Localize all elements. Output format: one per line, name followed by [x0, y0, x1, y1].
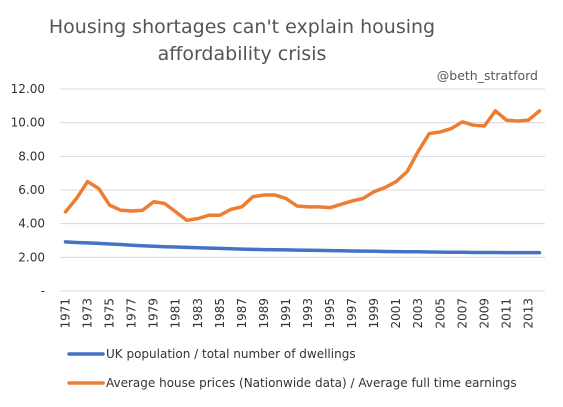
series-line-population	[63, 240, 542, 255]
x-tick-label: 1981	[169, 298, 183, 329]
x-tick-label: 1983	[191, 298, 205, 329]
x-tick-label: 1991	[279, 298, 293, 329]
x-tick-label: 2013	[521, 298, 535, 329]
x-tick-label: 1993	[301, 298, 315, 329]
x-tick-label: 2009	[477, 298, 491, 329]
legend-label-population: UK population / total number of dwelling…	[106, 347, 356, 361]
x-tick-label: 2001	[389, 298, 403, 329]
y-tick-label: 6.00	[18, 183, 45, 197]
y-tick-label: 4.00	[18, 217, 45, 231]
x-tick-label: 1995	[323, 298, 337, 329]
x-tick-label: 1999	[367, 298, 381, 329]
y-tick-label: 10.00	[11, 116, 45, 130]
y-tick-label: -	[41, 284, 45, 298]
legend-label-house-prices: Average house prices (Nationwide data) /…	[106, 376, 517, 390]
x-tick-label: 2005	[433, 298, 447, 329]
x-tick-label: 1975	[103, 298, 117, 329]
x-tick-label: 2011	[499, 298, 513, 329]
x-tick-label: 1979	[147, 298, 161, 329]
x-tick-label: 1973	[81, 298, 95, 329]
x-tick-label: 1971	[59, 298, 73, 329]
series-line-house-prices	[63, 109, 542, 223]
y-tick-label: 12.00	[11, 82, 45, 96]
x-tick-label: 1997	[345, 298, 359, 329]
x-tick-label: 1977	[125, 298, 139, 329]
annotation-handle: @beth_stratford	[437, 68, 538, 83]
x-tick-label: 2007	[455, 298, 469, 329]
gridlines	[60, 88, 545, 258]
chart-title-line-2: affordability crisis	[158, 43, 327, 65]
legend: UK population / total number of dwelling…	[67, 347, 517, 390]
x-tick-label: 1987	[235, 298, 249, 329]
x-tick-label: 1989	[257, 298, 271, 329]
x-tick-label: 2003	[411, 298, 425, 329]
x-tick-label: 1985	[213, 298, 227, 329]
y-axis-tick-labels: - 2.00 4.00 6.00 8.00 10.00 12.00	[11, 82, 45, 298]
y-tick-label: 2.00	[18, 250, 45, 264]
chart-title-line-1: Housing shortages can't explain housing	[49, 16, 435, 38]
x-axis-tick-labels: 1971 1973 1975 1977 1979 1981 1983 1985 1987 1989…	[59, 298, 536, 329]
y-tick-label: 8.00	[18, 149, 45, 163]
series-lines	[63, 109, 542, 255]
